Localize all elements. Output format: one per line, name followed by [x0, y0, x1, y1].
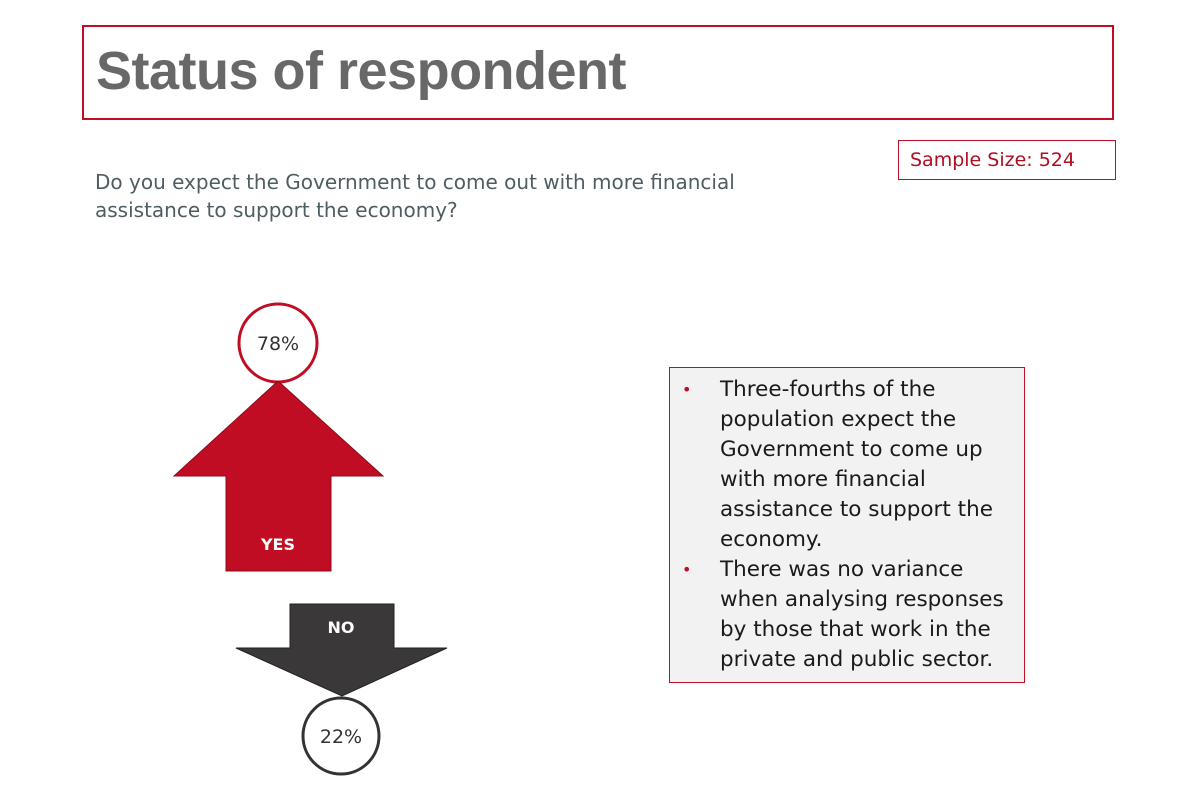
sample-size-box: Sample Size: 524	[898, 140, 1116, 180]
title-box: Status of respondent	[82, 25, 1114, 120]
findings-list: • Three-fourths of the population expect…	[682, 375, 1018, 675]
yes-percent-label: 78%	[257, 333, 299, 355]
finding-item: • There was no variance when analysing r…	[682, 555, 1018, 675]
sample-size-label: Sample Size: 524	[910, 149, 1075, 171]
finding-text: Three-fourths of the population expect t…	[720, 377, 993, 552]
survey-question: Do you expect the Government to come out…	[95, 170, 735, 222]
page-title: Status of respondent	[96, 41, 627, 101]
no-percent-circle	[301, 696, 381, 776]
finding-item: • Three-fourths of the population expect…	[682, 375, 1018, 555]
bullet-icon: •	[682, 380, 692, 399]
no-percent-label: 22%	[320, 726, 362, 748]
yes-arrow-label: YES	[260, 535, 295, 554]
bullet-icon: •	[682, 560, 692, 579]
findings-panel: • Three-fourths of the population expect…	[669, 367, 1025, 683]
no-arrow-down-icon	[235, 603, 448, 697]
no-arrow-label: NO	[328, 618, 355, 637]
yes-arrow-up-icon	[172, 380, 385, 572]
finding-text: There was no variance when analysing res…	[720, 557, 1004, 672]
